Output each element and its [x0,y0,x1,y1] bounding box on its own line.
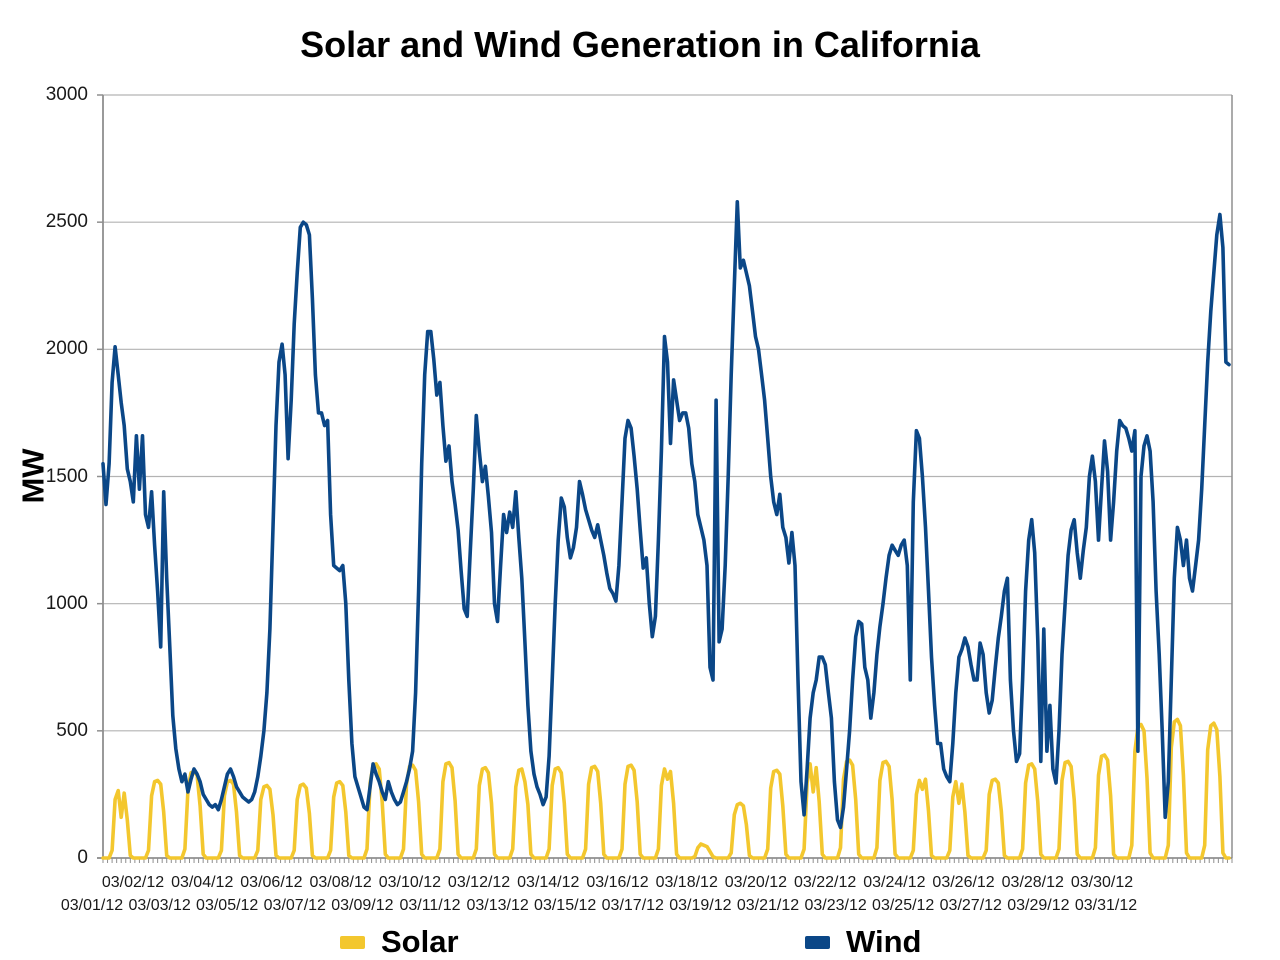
x-tick-label-03/03/12: 03/03/12 [128,897,191,914]
x-tick-label-03/07/12: 03/07/12 [263,897,326,914]
y-tick-label-2000: 2000 [45,338,88,360]
x-tick-label-03/24/12: 03/24/12 [863,874,926,891]
x-tick-label-03/22/12: 03/22/12 [794,874,857,891]
x-tick-label-03/20/12: 03/20/12 [724,874,788,891]
x-tick-label-03/04/12: 03/04/12 [171,874,234,891]
y-tick-label-2500: 2500 [45,211,88,233]
y-axis-title: MW [15,448,51,504]
x-tick-label-03/12/12: 03/12/12 [447,874,511,891]
legend-label-wind: Wind [846,924,922,959]
x-tick-label-03/19/12: 03/19/12 [669,897,732,914]
legend-label-solar: Solar [381,924,459,959]
x-tick-label-03/18/12: 03/18/12 [655,874,718,891]
x-tick-label-03/23/12: 03/23/12 [804,897,867,914]
wind-legend-swatch-icon [805,935,830,949]
x-tick-label-03/09/12: 03/09/12 [331,897,394,914]
legend-item-solar: Solar [340,924,459,960]
x-tick-label-03/25/12: 03/25/12 [872,897,935,914]
legend-item-wind: Wind [805,924,921,960]
x-tick-label-03/06/12: 03/06/12 [240,874,303,891]
x-tick-label-03/02/12: 03/02/12 [101,874,165,891]
y-tick-label-500: 500 [56,719,88,741]
x-tick-label-03/01/12: 03/01/12 [60,897,124,914]
x-tick-label-03/11/12: 03/11/12 [399,897,461,914]
x-tick-label-03/21/12: 03/21/12 [736,897,800,914]
x-tick-label-03/26/12: 03/26/12 [932,874,995,891]
x-tick-label-03/30/12: 03/30/12 [1070,874,1134,891]
y-tick-label-3000: 3000 [45,84,88,105]
y-tick-label-1000: 1000 [45,592,88,614]
x-tick-label-03/28/12: 03/28/12 [1001,874,1064,891]
solar-legend-swatch-icon [340,935,365,949]
y-tick-label-1500: 1500 [45,465,88,487]
y-tick-label-0: 0 [77,847,88,868]
x-tick-label-03/14/12: 03/14/12 [517,874,580,891]
x-tick-label-03/16/12: 03/16/12 [586,874,649,891]
x-tick-label-03/10/12: 03/10/12 [378,874,441,891]
x-tick-label-03/05/12: 03/05/12 [196,897,259,914]
x-tick-label-03/17/12: 03/17/12 [601,897,664,914]
x-tick-label-03/15/12: 03/15/12 [534,897,597,914]
x-tick-label-03/31/12: 03/31/12 [1074,897,1138,914]
chart-title: Solar and Wind Generation in California [300,24,980,65]
series-line-wind [101,200,1231,830]
series-line-solar [101,717,1231,860]
x-tick-label-03/08/12: 03/08/12 [309,874,372,891]
x-tick-label-03/13/12: 03/13/12 [466,897,529,914]
x-tick-label-03/27/12: 03/27/12 [939,897,1002,914]
x-tick-label-03/29/12: 03/29/12 [1007,897,1070,914]
